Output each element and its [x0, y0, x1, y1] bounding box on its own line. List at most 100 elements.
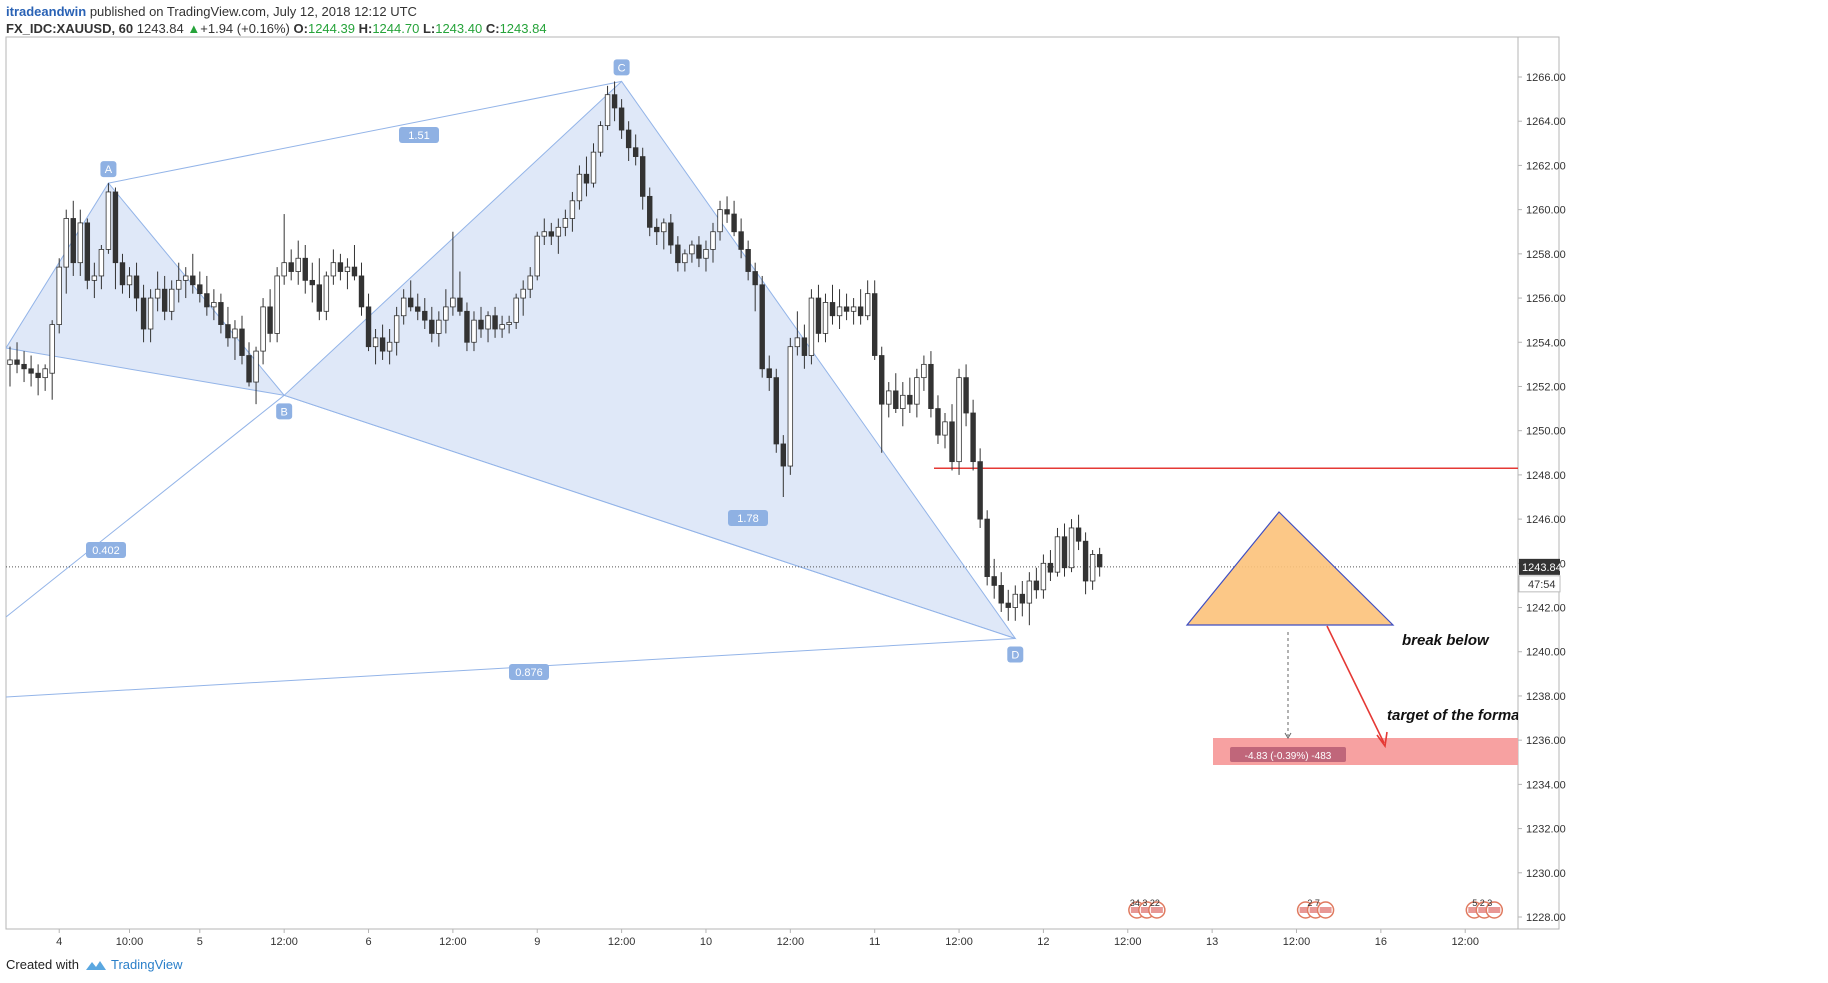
y-tick-label: 1258.00 [1526, 249, 1566, 261]
candle-body [942, 421, 948, 436]
event-marker[interactable]: 5 2 3 [1465, 898, 1504, 919]
author-name[interactable]: itradeandwin [6, 4, 87, 19]
x-tick-label: 5 [197, 936, 203, 948]
event-marker[interactable]: 2 7 [1296, 898, 1335, 919]
high-label: H: [358, 21, 373, 36]
candle-body [998, 585, 1004, 604]
candle-body [745, 249, 751, 272]
candle-body [344, 266, 351, 272]
x-tick-label: 10:00 [116, 936, 144, 948]
candle-body [471, 319, 477, 343]
candle [879, 346, 885, 453]
candle [857, 289, 864, 325]
candle [850, 298, 857, 325]
candle [534, 231, 540, 281]
tradingview-brand[interactable]: TradingView [110, 957, 183, 972]
candle [640, 147, 646, 210]
candle-body [422, 310, 428, 321]
x-tick-label: 9 [534, 936, 540, 948]
candle-body [668, 222, 674, 246]
candle-body [63, 218, 69, 268]
candle [471, 311, 477, 352]
candle [379, 324, 386, 360]
candle [569, 191, 576, 232]
candle [836, 289, 843, 329]
candle-body [611, 94, 618, 109]
candle [766, 355, 772, 391]
candle-body [900, 394, 906, 409]
symbol-info: FX_IDC:XAUUSD, 60 1243.84 ▲+1.94 (+0.16%… [6, 21, 547, 36]
x-tick-label: 12:00 [608, 936, 636, 948]
candle-body [154, 288, 161, 299]
candle-body [246, 355, 252, 383]
candle-body [871, 293, 878, 356]
candle [998, 572, 1004, 612]
candle-body [773, 377, 779, 445]
candle [829, 284, 836, 325]
candle [893, 373, 899, 413]
candle-body [478, 319, 484, 330]
candle [921, 355, 927, 391]
candle [942, 413, 948, 449]
candle [935, 395, 941, 444]
candle [506, 315, 512, 334]
candle-body [119, 262, 126, 286]
candle [527, 267, 533, 299]
candle [696, 236, 702, 268]
y-tick-label: 1234.00 [1526, 779, 1566, 791]
candle [351, 245, 358, 281]
candle-body [731, 213, 737, 233]
plot-area: 1.51 0.402 1.78 0.876 -4.83 (-0.39%) -483 A B C… [6, 59, 1518, 919]
candle-body [450, 297, 456, 308]
candle-body [794, 337, 801, 348]
pattern-point-label: C [618, 62, 626, 74]
candle-body [520, 288, 526, 299]
candle-body [956, 377, 962, 463]
candle-body [548, 231, 555, 237]
candle [661, 218, 667, 250]
ratio-badge [728, 510, 768, 526]
candle [443, 289, 449, 334]
candle-body [218, 302, 224, 325]
low-label: L: [422, 21, 436, 36]
candle-body [1040, 562, 1047, 591]
candle [907, 377, 913, 413]
candle-body [1047, 562, 1054, 573]
current-price-badge [1519, 558, 1560, 575]
event-marker[interactable]: 34 3 22 [1128, 898, 1166, 919]
candle-body [738, 231, 744, 250]
candle-body [921, 363, 927, 379]
candle [1061, 523, 1068, 577]
y-tick-label: 1232.00 [1526, 824, 1566, 836]
candle [499, 315, 505, 338]
pattern-line-xb [6, 394, 285, 618]
candle-body [864, 293, 871, 317]
x-tick-label: 12:00 [270, 936, 298, 948]
candle-body [281, 262, 287, 277]
candle [126, 267, 133, 299]
x-tick-label: 12:00 [439, 936, 467, 948]
candle [408, 280, 414, 312]
candle-body [717, 209, 723, 233]
y-tick-label: 1248.00 [1526, 470, 1566, 482]
candle-body [1096, 554, 1103, 568]
candle [654, 218, 660, 245]
candle [773, 368, 779, 453]
candle-body [661, 222, 667, 233]
candle [176, 262, 182, 303]
y-tick-label: 1254.00 [1526, 337, 1566, 349]
candle-body [98, 249, 105, 277]
candle-body [857, 306, 864, 317]
candle [991, 558, 997, 599]
candle [970, 399, 976, 471]
y-tick-label: 1266.00 [1526, 72, 1566, 84]
candle [949, 404, 955, 471]
candle-body [91, 275, 98, 281]
ratio-badge [86, 542, 126, 558]
candle-body [330, 262, 337, 277]
event-marker-label: 5 2 3 [1472, 898, 1492, 908]
candle-body [675, 244, 681, 264]
candle-body [843, 306, 850, 312]
candle-body [436, 319, 442, 334]
